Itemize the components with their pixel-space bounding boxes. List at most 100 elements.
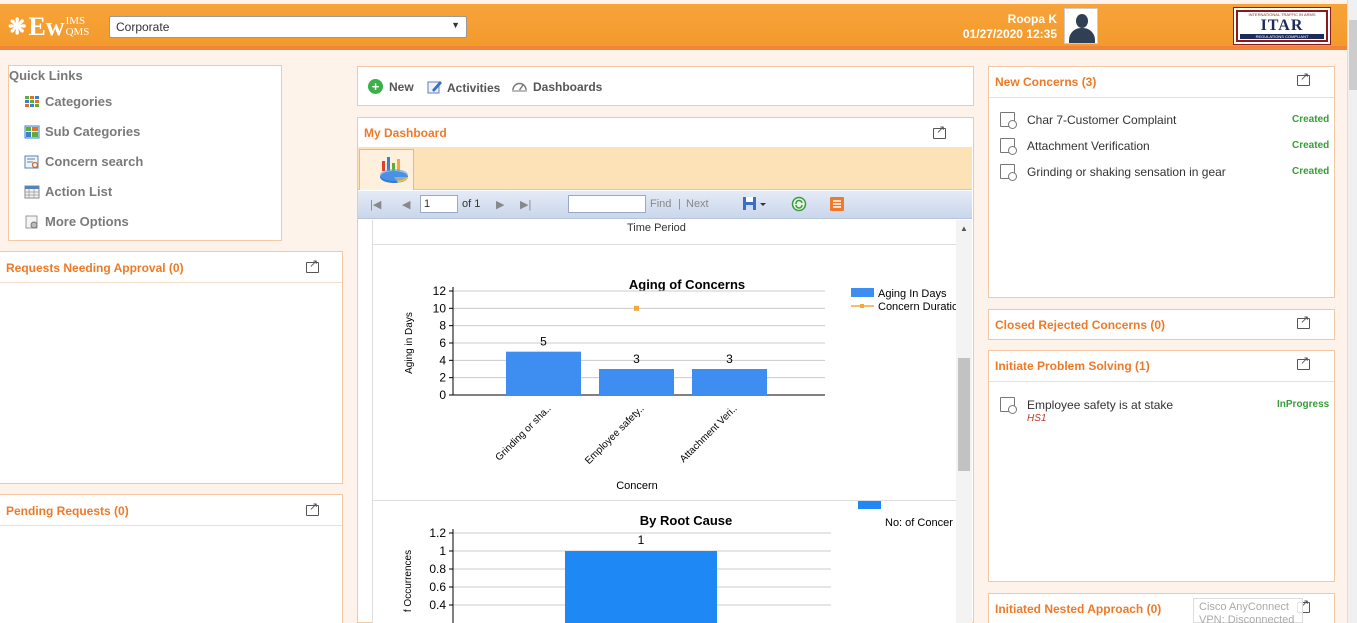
popout-icon[interactable] bbox=[306, 500, 319, 516]
quick-link-sub-categories[interactable]: Sub Categories bbox=[24, 124, 140, 139]
requests-approval-panel: Requests Needing Approval (0) bbox=[0, 251, 343, 484]
dashboards-button[interactable]: Dashboards bbox=[511, 79, 602, 95]
nested-approach-title[interactable]: Initiated Nested Approach (0) bbox=[995, 602, 1162, 616]
status-badge: Created bbox=[1292, 114, 1330, 125]
concern-doc-icon bbox=[1000, 112, 1017, 129]
y-tick-label: 1 bbox=[439, 544, 446, 558]
activities-button[interactable]: Activities bbox=[427, 79, 500, 97]
concern-label: Employee safety is at stake bbox=[1027, 397, 1174, 412]
popout-icon[interactable] bbox=[1297, 313, 1310, 329]
find-link[interactable]: Find bbox=[650, 198, 672, 210]
quick-links-title: Quick Links bbox=[9, 68, 83, 83]
requests-approval-title[interactable]: Requests Needing Approval (0) bbox=[6, 261, 184, 275]
scroll-thumb[interactable] bbox=[958, 358, 970, 471]
popout-icon[interactable] bbox=[1297, 354, 1310, 370]
my-dashboard-title: My Dashboard bbox=[364, 126, 447, 140]
quick-link-concern-search[interactable]: Concern search bbox=[24, 154, 143, 169]
popout-icon[interactable] bbox=[1297, 70, 1310, 86]
page-count: of 1 bbox=[462, 198, 481, 210]
itar-bottom-text: REGULATIONS COMPLIANT bbox=[1240, 34, 1324, 39]
itar-main-text: ITAR bbox=[1260, 17, 1304, 34]
new-button[interactable]: + New bbox=[368, 79, 414, 94]
next-page-icon[interactable]: ▶ bbox=[496, 199, 505, 211]
dashboard-tab-chart[interactable] bbox=[359, 149, 414, 190]
initiate-problem-title[interactable]: Initiate Problem Solving (1) bbox=[995, 359, 1150, 373]
activities-label: Activities bbox=[447, 81, 501, 95]
y-tick-label: 2 bbox=[439, 371, 446, 385]
grid-icon bbox=[24, 95, 40, 109]
report-vertical-scrollbar[interactable]: ▲ bbox=[956, 220, 972, 623]
quick-link-categories[interactable]: Categories bbox=[24, 94, 112, 109]
concern-label: Char 7-Customer Complaint bbox=[1027, 112, 1177, 127]
x-axis-label: Concern bbox=[616, 480, 658, 492]
by-root-cause-chart: By Root Cause 0.4 0.6 0.8 1 1.2 f Occurrences 1… bbox=[403, 501, 953, 623]
data-label: 5 bbox=[540, 335, 547, 349]
quick-link-label: Sub Categories bbox=[45, 124, 141, 139]
legend-label: No: of Concer bbox=[885, 517, 953, 529]
refresh-icon[interactable] bbox=[791, 196, 807, 215]
popout-icon[interactable] bbox=[933, 123, 946, 139]
concern-label: Grinding or shaking sensation in gear bbox=[1027, 164, 1226, 179]
quick-link-label: More Options bbox=[45, 214, 129, 229]
quick-link-action-list[interactable]: Action List bbox=[24, 184, 112, 199]
y-tick-label: 12 bbox=[433, 284, 447, 298]
status-badge: Created bbox=[1292, 166, 1330, 177]
dropdown-arrow-icon: ▼ bbox=[451, 20, 460, 30]
organization-select[interactable]: Corporate ▼ bbox=[109, 16, 467, 38]
next-link[interactable]: Next bbox=[686, 198, 709, 210]
page-number-input[interactable]: 1 bbox=[420, 195, 458, 213]
concern-item[interactable]: Employee safety is at stake bbox=[1000, 397, 1174, 414]
x-tick-label: Attachment Veri.. bbox=[678, 403, 740, 465]
last-page-icon[interactable]: ▶| bbox=[520, 199, 532, 211]
legend-swatch bbox=[851, 288, 874, 297]
current-datetime: 01/27/2020 12:35 bbox=[962, 27, 1057, 41]
y-tick-label: 0 bbox=[439, 388, 446, 402]
export-save-icon[interactable] bbox=[742, 196, 768, 215]
first-page-icon[interactable]: |◀ bbox=[370, 199, 382, 211]
vpn-line2: VPN: Disconnected bbox=[1199, 614, 1295, 623]
chart-title: By Root Cause bbox=[640, 513, 732, 528]
concern-item[interactable]: Char 7-Customer Complaint bbox=[1000, 112, 1177, 129]
concern-item[interactable]: Attachment Verification bbox=[1000, 138, 1150, 155]
new-concerns-panel: New Concerns (3) bbox=[988, 66, 1335, 298]
y-tick-label: 8 bbox=[439, 319, 446, 333]
y-tick-label: 10 bbox=[433, 301, 447, 315]
vpn-line1: Cisco AnyConnect bbox=[1199, 601, 1289, 613]
data-label: 1 bbox=[638, 533, 645, 547]
aging-of-concerns-chart: Aging of Concerns 0 2 4 6 8 10 12 Aging in Days 5… bbox=[404, 277, 956, 492]
new-label: New bbox=[389, 79, 414, 94]
find-input[interactable] bbox=[568, 195, 646, 213]
quick-link-label: Categories bbox=[45, 94, 113, 109]
y-axis-label: f Occurrences bbox=[403, 550, 414, 612]
popout-icon[interactable] bbox=[306, 257, 319, 273]
new-concerns-title[interactable]: New Concerns (3) bbox=[995, 75, 1097, 89]
y-tick-label: 0.4 bbox=[429, 598, 446, 612]
organization-select-value: Corporate bbox=[116, 20, 170, 34]
logo-sup-bottom: QMS bbox=[65, 26, 90, 38]
legend-label: Aging In Days bbox=[878, 288, 947, 300]
dashboards-label: Dashboards bbox=[533, 80, 603, 94]
scroll-up-icon[interactable]: ▲ bbox=[960, 224, 968, 233]
initiate-problem-panel: Initiate Problem Solving (1) bbox=[988, 350, 1335, 582]
y-axis-label: Aging in Days bbox=[404, 312, 415, 374]
concern-item[interactable]: Grinding or shaking sensation in gear bbox=[1000, 164, 1226, 181]
prev-page-icon[interactable]: ◀ bbox=[402, 199, 411, 211]
bar bbox=[599, 369, 674, 395]
calendar-icon bbox=[24, 185, 40, 199]
user-avatar-icon[interactable] bbox=[1064, 8, 1098, 44]
y-tick-label: 6 bbox=[439, 336, 446, 350]
app-logo[interactable]: ❋ Ew IMS QMS bbox=[8, 12, 89, 42]
document-map-icon[interactable] bbox=[829, 196, 845, 215]
bar bbox=[565, 551, 717, 623]
itar-logo: INTERNATIONAL TRAFFIC IN ARMS ITAR REGUL… bbox=[1233, 7, 1331, 45]
main-toolbar bbox=[357, 66, 974, 106]
pending-requests-title[interactable]: Pending Requests (0) bbox=[6, 504, 129, 518]
page-scrollbar[interactable] bbox=[1347, 0, 1357, 623]
closed-rejected-title[interactable]: Closed Rejected Concerns (0) bbox=[995, 318, 1166, 332]
gauge-icon bbox=[511, 79, 528, 95]
pending-requests-panel: Pending Requests (0) bbox=[0, 494, 343, 623]
x-tick-label: Employee safety.. bbox=[583, 403, 646, 466]
quick-link-more-options[interactable]: More Options bbox=[24, 214, 129, 229]
pie-chart-icon bbox=[378, 155, 410, 188]
vpn-notification[interactable]: Cisco AnyConnect VPN: Disconnected bbox=[1193, 598, 1303, 623]
